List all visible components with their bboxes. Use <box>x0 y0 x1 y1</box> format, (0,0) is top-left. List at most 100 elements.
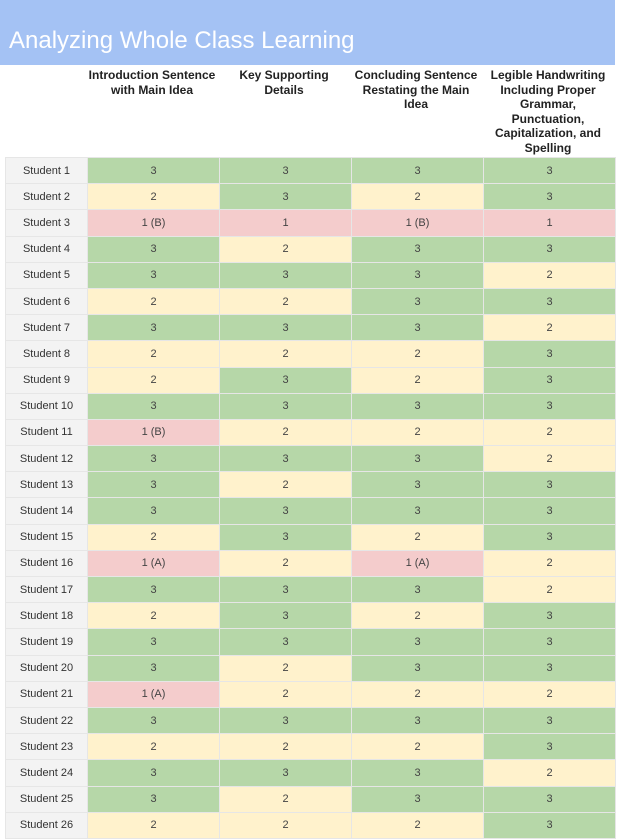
student-name-cell[interactable]: Student 11 <box>5 418 88 447</box>
score-cell-concluding[interactable]: 3 <box>351 497 484 525</box>
student-name-cell[interactable]: Student 22 <box>5 706 88 735</box>
score-cell-handwriting[interactable]: 2 <box>483 759 616 787</box>
score-cell-handwriting[interactable]: 3 <box>483 497 616 525</box>
score-cell-introduction[interactable]: 2 <box>87 287 220 316</box>
score-cell-handwriting[interactable]: 2 <box>483 418 616 447</box>
score-cell-handwriting[interactable]: 3 <box>483 706 616 735</box>
score-cell-handwriting[interactable]: 2 <box>483 680 616 708</box>
score-cell-handwriting[interactable]: 3 <box>483 471 616 499</box>
score-cell-introduction[interactable]: 3 <box>87 575 220 604</box>
score-cell-concluding[interactable]: 3 <box>351 471 484 499</box>
score-cell-handwriting[interactable]: 3 <box>483 811 616 839</box>
score-cell-handwriting[interactable]: 2 <box>483 445 616 473</box>
score-cell-key-details[interactable]: 3 <box>219 523 352 551</box>
score-cell-key-details[interactable]: 2 <box>219 418 352 447</box>
score-cell-key-details[interactable]: 2 <box>219 287 352 316</box>
score-cell-concluding[interactable]: 2 <box>351 366 484 394</box>
score-cell-handwriting[interactable]: 3 <box>483 628 616 656</box>
score-cell-concluding[interactable]: 2 <box>351 183 484 211</box>
score-cell-key-details[interactable]: 3 <box>219 706 352 735</box>
score-cell-key-details[interactable]: 3 <box>219 445 352 473</box>
score-cell-key-details[interactable]: 3 <box>219 497 352 525</box>
score-cell-introduction[interactable]: 3 <box>87 785 220 813</box>
score-cell-concluding[interactable]: 3 <box>351 759 484 787</box>
score-cell-introduction[interactable]: 2 <box>87 183 220 211</box>
score-cell-key-details[interactable]: 3 <box>219 628 352 656</box>
score-cell-introduction[interactable]: 3 <box>87 392 220 420</box>
score-cell-introduction[interactable]: 3 <box>87 706 220 735</box>
score-cell-concluding[interactable]: 1 (A) <box>351 549 484 578</box>
score-cell-introduction[interactable]: 2 <box>87 811 220 839</box>
score-cell-key-details[interactable]: 1 <box>219 209 352 237</box>
score-cell-introduction[interactable]: 1 (B) <box>87 418 220 447</box>
score-cell-handwriting[interactable]: 3 <box>483 602 616 630</box>
score-cell-handwriting[interactable]: 2 <box>483 261 616 289</box>
score-cell-handwriting[interactable]: 2 <box>483 549 616 578</box>
score-cell-handwriting[interactable]: 2 <box>483 314 616 342</box>
score-cell-key-details[interactable]: 3 <box>219 156 352 185</box>
score-cell-introduction[interactable]: 3 <box>87 261 220 289</box>
score-cell-key-details[interactable]: 2 <box>219 549 352 578</box>
score-cell-handwriting[interactable]: 3 <box>483 785 616 813</box>
student-name-cell[interactable]: Student 21 <box>5 680 88 708</box>
score-cell-concluding[interactable]: 2 <box>351 811 484 839</box>
score-cell-handwriting[interactable]: 3 <box>483 340 616 368</box>
score-cell-concluding[interactable]: 3 <box>351 392 484 420</box>
score-cell-introduction[interactable]: 3 <box>87 628 220 656</box>
score-cell-key-details[interactable]: 3 <box>219 261 352 289</box>
student-name-cell[interactable]: Student 13 <box>5 471 88 499</box>
score-cell-key-details[interactable]: 2 <box>219 733 352 761</box>
score-cell-introduction[interactable]: 2 <box>87 523 220 551</box>
score-cell-concluding[interactable]: 3 <box>351 575 484 604</box>
score-cell-handwriting[interactable]: 3 <box>483 287 616 316</box>
score-cell-key-details[interactable]: 3 <box>219 183 352 211</box>
student-name-cell[interactable]: Student 4 <box>5 235 88 263</box>
score-cell-concluding[interactable]: 3 <box>351 445 484 473</box>
student-name-cell[interactable]: Student 9 <box>5 366 88 394</box>
score-cell-introduction[interactable]: 3 <box>87 314 220 342</box>
score-cell-introduction[interactable]: 3 <box>87 235 220 263</box>
score-cell-concluding[interactable]: 2 <box>351 602 484 630</box>
score-cell-key-details[interactable]: 2 <box>219 235 352 263</box>
score-cell-handwriting[interactable]: 3 <box>483 183 616 211</box>
score-cell-handwriting[interactable]: 2 <box>483 575 616 604</box>
score-cell-key-details[interactable]: 2 <box>219 471 352 499</box>
score-cell-concluding[interactable]: 2 <box>351 418 484 447</box>
score-cell-introduction[interactable]: 2 <box>87 340 220 368</box>
student-name-cell[interactable]: Student 6 <box>5 287 88 316</box>
score-cell-introduction[interactable]: 2 <box>87 602 220 630</box>
score-cell-key-details[interactable]: 3 <box>219 366 352 394</box>
score-cell-handwriting[interactable]: 1 <box>483 209 616 237</box>
student-name-cell[interactable]: Student 14 <box>5 497 88 525</box>
score-cell-key-details[interactable]: 3 <box>219 314 352 342</box>
student-name-cell[interactable]: Student 5 <box>5 261 88 289</box>
score-cell-concluding[interactable]: 3 <box>351 314 484 342</box>
score-cell-handwriting[interactable]: 3 <box>483 235 616 263</box>
score-cell-handwriting[interactable]: 3 <box>483 733 616 761</box>
student-name-cell[interactable]: Student 2 <box>5 183 88 211</box>
student-name-cell[interactable]: Student 10 <box>5 392 88 420</box>
student-name-cell[interactable]: Student 26 <box>5 811 88 839</box>
score-cell-concluding[interactable]: 3 <box>351 785 484 813</box>
score-cell-key-details[interactable]: 2 <box>219 680 352 708</box>
score-cell-introduction[interactable]: 3 <box>87 654 220 682</box>
score-cell-concluding[interactable]: 2 <box>351 733 484 761</box>
student-name-cell[interactable]: Student 17 <box>5 575 88 604</box>
student-name-cell[interactable]: Student 23 <box>5 733 88 761</box>
student-name-cell[interactable]: Student 8 <box>5 340 88 368</box>
score-cell-key-details[interactable]: 2 <box>219 340 352 368</box>
score-cell-key-details[interactable]: 2 <box>219 654 352 682</box>
score-cell-concluding[interactable]: 1 (B) <box>351 209 484 237</box>
score-cell-key-details[interactable]: 3 <box>219 575 352 604</box>
score-cell-handwriting[interactable]: 3 <box>483 654 616 682</box>
score-cell-handwriting[interactable]: 3 <box>483 392 616 420</box>
score-cell-key-details[interactable]: 2 <box>219 811 352 839</box>
score-cell-key-details[interactable]: 3 <box>219 392 352 420</box>
student-name-cell[interactable]: Student 12 <box>5 445 88 473</box>
score-cell-handwriting[interactable]: 3 <box>483 366 616 394</box>
score-cell-concluding[interactable]: 3 <box>351 628 484 656</box>
score-cell-concluding[interactable]: 3 <box>351 654 484 682</box>
score-cell-handwriting[interactable]: 3 <box>483 156 616 185</box>
student-name-cell[interactable]: Student 16 <box>5 549 88 578</box>
score-cell-introduction[interactable]: 3 <box>87 156 220 185</box>
